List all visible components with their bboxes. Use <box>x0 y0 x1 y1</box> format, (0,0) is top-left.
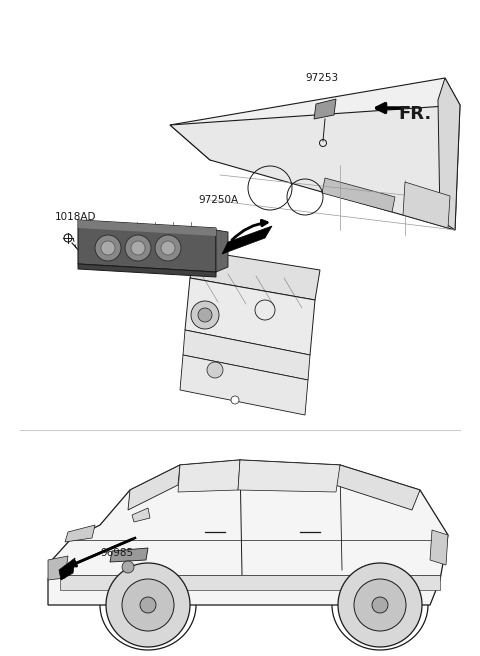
Circle shape <box>198 308 212 322</box>
Circle shape <box>161 241 175 255</box>
Circle shape <box>372 597 388 613</box>
Circle shape <box>140 597 156 613</box>
Polygon shape <box>78 220 216 272</box>
Circle shape <box>106 563 190 647</box>
Polygon shape <box>314 99 336 119</box>
Polygon shape <box>430 530 448 565</box>
Circle shape <box>125 235 151 261</box>
Text: 96985: 96985 <box>100 548 133 558</box>
Polygon shape <box>335 465 420 510</box>
Circle shape <box>131 241 145 255</box>
Circle shape <box>95 235 121 261</box>
Text: 1018AD: 1018AD <box>55 212 96 222</box>
Circle shape <box>191 301 219 329</box>
Polygon shape <box>183 330 310 380</box>
Polygon shape <box>216 230 228 272</box>
Polygon shape <box>60 575 440 590</box>
Circle shape <box>207 362 223 378</box>
Polygon shape <box>48 556 68 580</box>
Polygon shape <box>190 250 320 300</box>
Circle shape <box>338 563 422 647</box>
Text: 97253: 97253 <box>305 73 338 83</box>
Circle shape <box>155 235 181 261</box>
Polygon shape <box>59 558 75 580</box>
Polygon shape <box>180 355 308 415</box>
Polygon shape <box>170 105 460 230</box>
Polygon shape <box>110 548 148 562</box>
Circle shape <box>122 579 174 631</box>
Polygon shape <box>128 465 180 510</box>
Polygon shape <box>185 278 315 355</box>
Polygon shape <box>238 460 340 492</box>
Polygon shape <box>178 460 240 492</box>
Text: 97250A: 97250A <box>198 195 238 205</box>
Circle shape <box>231 396 239 404</box>
Polygon shape <box>222 226 272 254</box>
Polygon shape <box>170 78 460 160</box>
Text: FR.: FR. <box>398 105 431 123</box>
Polygon shape <box>78 264 216 277</box>
Polygon shape <box>403 182 450 228</box>
Circle shape <box>354 579 406 631</box>
Polygon shape <box>438 78 460 230</box>
Circle shape <box>101 241 115 255</box>
Polygon shape <box>78 220 216 236</box>
Polygon shape <box>65 525 95 542</box>
Polygon shape <box>322 178 395 212</box>
Polygon shape <box>48 460 448 605</box>
Polygon shape <box>132 508 150 522</box>
Circle shape <box>122 561 134 573</box>
